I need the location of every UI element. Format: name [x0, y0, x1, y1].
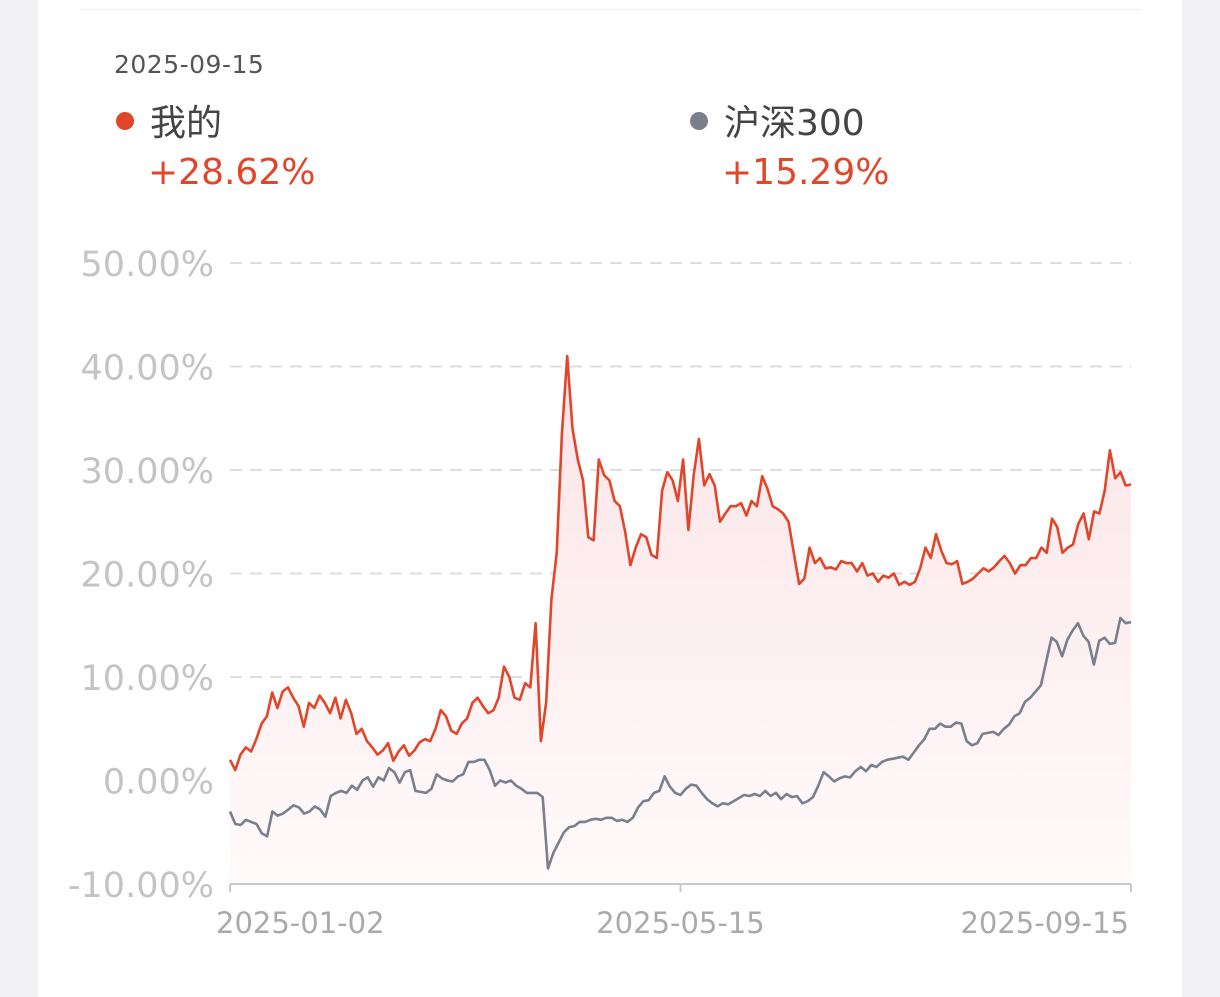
series-line-mine [228, 354, 1132, 772]
y-axis-tick-labels: 50.00% 40.00% 30.00% 20.00% 10.00% 0.00% -10.0… [68, 245, 214, 906]
x-tick-label: 2025-09-15 [960, 906, 1129, 940]
x-tick-label: 2025-01-02 [216, 906, 385, 940]
x-axis: 2025-01-02 2025-05-15 2025-09-15 [216, 883, 1132, 940]
y-tick-label: 30.00% [81, 452, 214, 492]
y-tick-label: 20.00% [81, 556, 214, 596]
performance-card: 2025-09-15 我的 +28.62% 沪深300 +15.29% 50.0… [38, 0, 1182, 997]
y-tick-label: 40.00% [81, 349, 214, 389]
mine-area-fill [230, 356, 1131, 885]
y-tick-label: -10.00% [68, 866, 214, 906]
top-divider [80, 9, 1142, 10]
legend-name-mine: 我的 [150, 103, 223, 144]
legend-dot-mine [116, 112, 134, 130]
y-tick-label: 0.00% [103, 763, 214, 803]
legend-value-index: +15.29% [722, 152, 890, 193]
selected-date-label: 2025-09-15 [114, 50, 265, 79]
series-line-index [228, 616, 1132, 870]
x-tick-label: 2025-05-15 [596, 906, 765, 940]
y-tick-label: 10.00% [81, 659, 214, 699]
legend-dot-index [690, 112, 708, 130]
legend-value-mine: +28.62% [148, 152, 316, 193]
y-tick-label: 50.00% [81, 245, 214, 285]
return-comparison-chart[interactable]: 50.00% 40.00% 30.00% 20.00% 10.00% 0.00% -10.0… [38, 0, 1182, 997]
legend-name-index: 沪深300 [724, 103, 865, 144]
